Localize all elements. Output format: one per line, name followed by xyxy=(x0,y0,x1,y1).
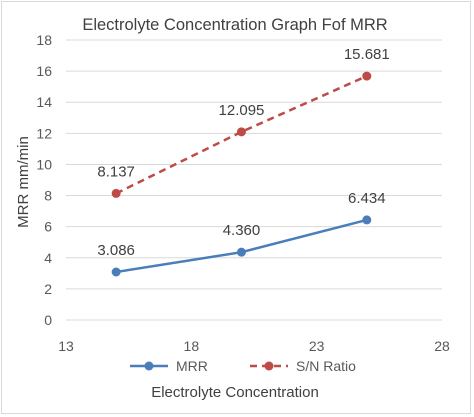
y-axis-title: MRR mm/min xyxy=(15,136,32,228)
legend-marker xyxy=(264,361,274,371)
x-axis-title: Electrolyte Concentration xyxy=(151,384,319,401)
x-tick-label: 13 xyxy=(58,338,74,354)
y-tick-label: 16 xyxy=(36,63,52,79)
legend-item: S/N Ratio xyxy=(250,358,356,374)
y-tick-label: 12 xyxy=(36,125,52,141)
legend-label: S/N Ratio xyxy=(296,358,356,374)
x-tick-label: 23 xyxy=(309,338,325,354)
data-point xyxy=(362,215,372,225)
data-point xyxy=(236,127,246,137)
chart-title: Electrolyte Concentration Graph Fof MRR xyxy=(82,16,387,34)
gridlines xyxy=(66,39,442,321)
y-tick-label: 8 xyxy=(44,188,52,204)
series-layer: 3.086 4.360 6.434 8.137 12.095 15.681 xyxy=(97,46,390,277)
y-tick-label: 10 xyxy=(36,156,52,172)
legend: MRR S/N Ratio xyxy=(130,358,356,374)
y-tick-label: 14 xyxy=(36,94,52,110)
y-axis-ticks: 0 2 4 6 8 10 12 14 16 18 xyxy=(36,32,52,328)
x-axis-ticks: 13 18 23 28 xyxy=(58,338,450,354)
data-point xyxy=(236,247,246,257)
y-tick-label: 4 xyxy=(44,250,52,266)
legend-label: MRR xyxy=(176,358,208,374)
data-label: 3.086 xyxy=(97,242,135,259)
data-label: 6.434 xyxy=(348,190,386,207)
y-tick-label: 2 xyxy=(44,281,52,297)
y-tick-label: 18 xyxy=(36,32,52,48)
data-label: 4.360 xyxy=(223,222,261,239)
series-line xyxy=(115,74,368,195)
series-mrr: 3.086 4.360 6.434 xyxy=(97,190,386,277)
legend-item: MRR xyxy=(130,358,208,374)
data-point xyxy=(362,71,372,81)
legend-marker xyxy=(144,361,154,371)
x-tick-label: 28 xyxy=(434,338,450,354)
series-sn-ratio: 8.137 12.095 15.681 xyxy=(97,46,390,198)
y-tick-label: 0 xyxy=(44,312,52,328)
data-label: 8.137 xyxy=(97,163,135,180)
x-tick-label: 18 xyxy=(184,338,200,354)
data-label: 15.681 xyxy=(344,46,390,63)
data-point xyxy=(111,267,121,277)
data-label: 12.095 xyxy=(219,102,265,119)
data-point xyxy=(111,188,121,198)
y-tick-label: 6 xyxy=(44,219,52,235)
